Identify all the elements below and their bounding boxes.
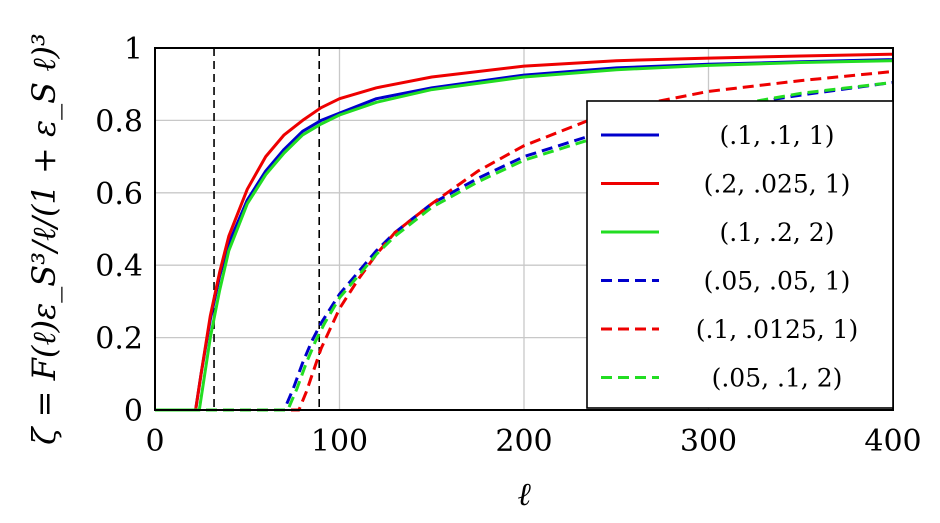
x-tick-label: 0 bbox=[145, 424, 164, 459]
legend: (.1, .1, 1) (.2, .025, 1) (.1, .2, 2) (.05,… bbox=[586, 100, 894, 409]
legend-label: (.1, .2, 2) bbox=[720, 218, 835, 247]
x-tick-label: 200 bbox=[495, 424, 552, 459]
x-tick-label: 400 bbox=[864, 424, 921, 459]
y-tick-label: 0.2 bbox=[95, 322, 143, 357]
x-tick-label: 100 bbox=[311, 424, 368, 459]
legend-label: (.05, .1, 2) bbox=[712, 364, 843, 393]
x-tick-labels: 0 100 200 300 400 bbox=[145, 424, 921, 459]
legend-box bbox=[586, 100, 894, 409]
legend-label: (.2, .025, 1) bbox=[704, 170, 851, 199]
y-tick-label: 0.4 bbox=[95, 249, 143, 284]
legend-label: (.05, .05, 1) bbox=[704, 267, 851, 296]
y-tick-label: 0.6 bbox=[95, 177, 143, 212]
series-line-2 bbox=[155, 52, 894, 412]
y-axis-label: ζ = F(ℓ)ε_S³/ℓ/(1 + ε_S ℓ)³ bbox=[25, 33, 63, 445]
y-tick-label: 1 bbox=[124, 32, 143, 67]
legend-label: (.1, .0125, 1) bbox=[696, 315, 859, 344]
y-tick-labels: 0 0.2 0.4 0.6 0.8 1 bbox=[95, 32, 143, 429]
series-line-3 bbox=[155, 59, 894, 412]
y-tick-label: 0.8 bbox=[95, 104, 143, 139]
x-axis-label: ℓ bbox=[517, 475, 531, 513]
y-tick-label: 0 bbox=[124, 394, 143, 429]
legend-label: (.1, .1, 1) bbox=[720, 121, 835, 150]
x-tick-label: 300 bbox=[680, 424, 737, 459]
reference-lines bbox=[213, 48, 321, 410]
